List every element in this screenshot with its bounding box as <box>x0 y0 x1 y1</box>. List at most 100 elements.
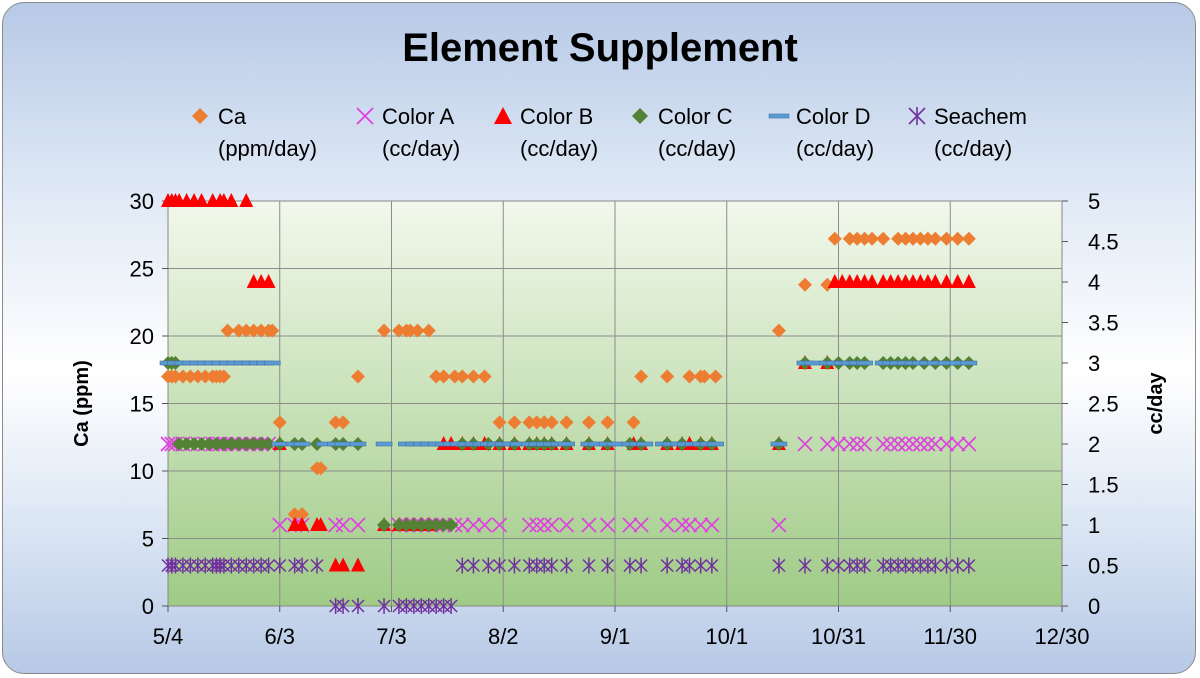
data-point <box>377 518 392 532</box>
legend-unit: (ppm/day) <box>218 136 318 161</box>
data-point <box>455 557 469 574</box>
data-point <box>261 437 276 451</box>
data-point <box>950 274 965 288</box>
data-point <box>536 517 552 533</box>
data-point <box>558 441 575 447</box>
x-tick-label: 11/30 <box>924 624 977 649</box>
y2-tick-label: 1 <box>1088 513 1100 538</box>
y-tick-label: 10 <box>130 459 154 484</box>
data-point <box>883 436 899 452</box>
data-point <box>660 557 674 574</box>
data-point <box>928 231 943 246</box>
data-point <box>961 274 976 288</box>
data-point <box>350 369 365 384</box>
data-point <box>559 415 574 430</box>
data-point <box>403 323 418 338</box>
data-point <box>544 517 560 533</box>
legend-dash-blue-icon <box>768 113 790 119</box>
data-point <box>529 517 545 533</box>
data-point <box>559 517 575 533</box>
data-point <box>507 557 521 574</box>
y-tick-label: 20 <box>130 324 154 349</box>
data-point <box>601 557 615 574</box>
legend-label: Seachem <box>934 104 1027 129</box>
data-point <box>194 193 209 207</box>
data-point <box>436 369 451 384</box>
y-tick-label: 25 <box>130 257 154 282</box>
data-point <box>239 193 254 207</box>
data-point <box>606 441 624 447</box>
data-point <box>804 360 821 366</box>
legend-label: Color D <box>796 104 871 129</box>
data-point <box>429 369 444 384</box>
data-point <box>399 518 414 532</box>
data-point <box>770 441 788 447</box>
x-tick-label: 8/2 <box>488 624 519 649</box>
data-point <box>421 323 436 338</box>
data-point <box>950 436 966 452</box>
data-point <box>160 436 176 452</box>
data-point <box>831 557 846 574</box>
data-point <box>201 437 216 451</box>
data-point <box>582 557 596 574</box>
data-point <box>581 517 597 533</box>
data-point <box>827 231 842 246</box>
x-tick-label: 5/4 <box>153 624 184 649</box>
data-point <box>246 323 261 338</box>
data-point <box>928 557 942 574</box>
gridlines <box>162 200 1068 612</box>
data-point <box>313 517 328 531</box>
legend-unit: (cc/day) <box>658 136 737 161</box>
data-point <box>599 517 616 533</box>
data-point <box>436 518 451 532</box>
data-point <box>529 415 544 430</box>
data-point <box>912 436 929 452</box>
y2-tick-label: 4.5 <box>1088 230 1119 255</box>
data-point <box>545 557 559 574</box>
tick-labels: 5/4 6/3 7/3 8/2 9/1 10/1 10/31 11/30 12/30051015… <box>130 189 1119 649</box>
data-point <box>850 231 865 246</box>
data-point <box>444 518 459 532</box>
legend-unit: (cc/day) <box>934 136 1013 161</box>
data-point <box>927 436 943 452</box>
data-point <box>682 557 697 574</box>
y2-tick-label: 3 <box>1088 351 1100 376</box>
data-point <box>961 436 977 452</box>
data-point <box>224 193 239 207</box>
legend-triangle-red-icon <box>494 107 512 124</box>
legend-unit: (cc/day) <box>796 136 875 161</box>
x-tick-label: 9/1 <box>600 624 631 649</box>
data-point <box>537 415 552 430</box>
data-point <box>179 437 194 451</box>
data-point <box>375 441 393 447</box>
data-point <box>962 557 976 574</box>
data-point <box>481 557 495 574</box>
data-point <box>190 369 205 384</box>
data-point <box>856 360 873 366</box>
data-point <box>960 360 978 366</box>
data-point <box>938 436 955 452</box>
series-color-d <box>159 360 978 447</box>
data-point <box>674 517 690 533</box>
data-point <box>876 231 891 246</box>
data-point <box>444 598 458 614</box>
data-point <box>447 369 462 384</box>
legend-label: Ca <box>218 104 247 129</box>
data-point <box>890 436 906 452</box>
legend-x-magenta-icon <box>356 107 374 125</box>
data-point <box>421 518 436 532</box>
data-point <box>328 415 343 430</box>
data-point <box>705 557 719 574</box>
data-point <box>349 441 367 447</box>
legend-unit: (cc/day) <box>520 136 599 161</box>
data-point <box>239 437 254 451</box>
data-point <box>820 277 835 292</box>
data-point <box>336 598 350 614</box>
data-point <box>492 415 507 430</box>
data-point <box>263 360 281 366</box>
data-point <box>172 437 187 451</box>
data-point <box>682 369 697 384</box>
data-point <box>491 517 508 533</box>
data-point <box>928 274 943 288</box>
data-point <box>220 323 235 338</box>
